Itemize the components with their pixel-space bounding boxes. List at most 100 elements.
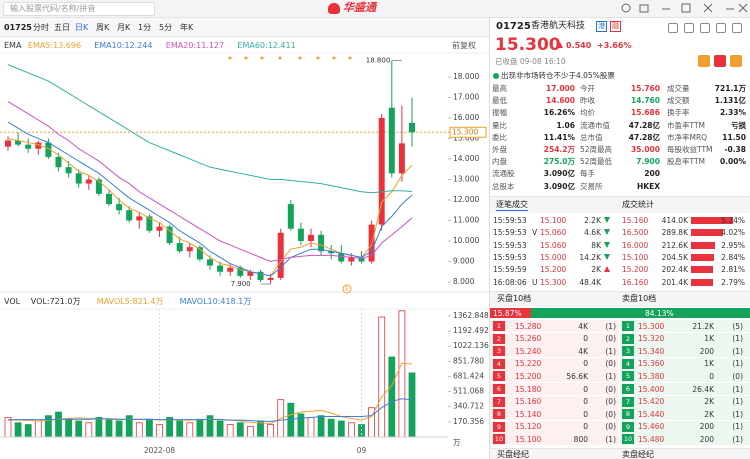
ask-row	[620, 320, 750, 332]
stat-label: 委比	[492, 132, 507, 142]
bid-count: (0)	[605, 334, 616, 344]
ask-row	[620, 370, 750, 383]
y-tick-label: 15.000	[453, 133, 479, 142]
stat-value: 15.760	[631, 84, 660, 93]
ask-price: 15.440	[638, 409, 665, 419]
y-tick-label: 8.000	[453, 277, 475, 286]
y-tick-label: 16.000	[453, 113, 479, 122]
bid-price: 15.240	[515, 346, 542, 356]
stat-label: 成交额	[667, 96, 690, 106]
mavol-line	[8, 362, 413, 425]
volume-bar	[45, 415, 52, 438]
candle-body	[328, 251, 335, 254]
change-pct: +3.66%	[597, 41, 632, 50]
stat-value: 47.28亿	[628, 120, 660, 130]
stat-label: 市盈率TTM	[667, 120, 706, 130]
last-price-box	[449, 126, 487, 138]
stat-value: 275.0万	[543, 157, 575, 167]
stat-label: 内盘	[492, 157, 507, 167]
bid-volume: 4K	[578, 346, 588, 356]
stat-label: 最高	[492, 84, 507, 93]
bid-volume: 0	[583, 334, 588, 344]
ema-legend: EMA60:12.411	[237, 41, 296, 50]
bid-level: 9	[493, 421, 505, 432]
stats-tab: 成交统计	[622, 200, 654, 209]
toolbar-tab: 周K	[96, 23, 110, 32]
trade-price: 15.100	[540, 216, 567, 225]
notice: 出现非市场转仓不少于4.05%股票	[501, 71, 615, 80]
vol-legend: VOL:721.0万	[30, 297, 81, 306]
search-box[interactable]	[3, 2, 155, 16]
header-icon	[732, 23, 742, 33]
volume-bar	[317, 415, 325, 438]
section-bar	[490, 196, 750, 213]
candle-body	[35, 142, 42, 149]
candle-body	[136, 216, 143, 221]
bid-count: (0)	[605, 422, 616, 432]
adjust-mode[interactable]: 前复权	[452, 41, 476, 50]
bid-volume: 0	[583, 409, 588, 419]
y-tick-label: 14.000	[453, 154, 479, 163]
ask-volume: 26.4K	[692, 384, 714, 394]
bid-volume: 0	[583, 422, 588, 432]
ask-count: (1)	[732, 434, 743, 444]
stat-value: 1.131亿	[714, 96, 746, 106]
volume-bar	[347, 422, 355, 438]
ask-level: 4	[622, 358, 634, 369]
candle-body	[116, 204, 123, 211]
bid-price: 15.140	[515, 409, 542, 419]
candle-body	[106, 193, 112, 205]
toolbar-tab: 日K	[75, 23, 89, 32]
stat-bar	[691, 266, 714, 274]
trade-price: 15.300	[540, 277, 567, 287]
bid-level: 7	[493, 396, 505, 407]
logo-icon	[328, 3, 340, 14]
volume-bar	[246, 425, 254, 438]
toolbar-tab: 5分	[159, 23, 173, 32]
volume-bar	[236, 422, 244, 438]
trade-flag: V	[532, 228, 538, 238]
event-dot	[260, 56, 264, 60]
candle-body	[156, 226, 163, 231]
trade-time: 15:59:53	[493, 252, 527, 262]
ask-volume: 200	[699, 346, 714, 356]
ask-row	[620, 332, 750, 345]
volume-bar	[267, 424, 275, 438]
toolbar-tab: 月K	[117, 23, 131, 32]
stat-label: 最低	[492, 96, 507, 106]
stat-value: 1.06	[556, 120, 575, 130]
stat-price: 16.500	[622, 228, 649, 238]
ask-ratio-label: 84.13%	[645, 308, 674, 318]
bid-price: 15.260	[515, 334, 542, 344]
ask-volume: 1K	[704, 334, 714, 344]
ask-price: 15.420	[638, 397, 665, 407]
bid-count: (1)	[605, 371, 616, 381]
stat-label: 换手率	[667, 108, 690, 118]
ask-volume: 21.2K	[692, 321, 714, 331]
stat-pct: 2.79%	[721, 277, 745, 287]
toolbar-tab: 分时	[33, 23, 49, 32]
ema-legend: EMA20:11.127	[165, 41, 225, 50]
search-placeholder: 输入股票代码/名称/拼音	[10, 4, 96, 13]
ema-line	[7, 64, 413, 194]
bid-price: 15.280	[515, 321, 542, 331]
top-bar	[0, 0, 750, 18]
stat-label: 振幅	[492, 108, 507, 118]
candle-body	[5, 140, 11, 147]
stat-label: 昨收	[580, 96, 595, 106]
volume-bar	[287, 402, 295, 438]
candle-body	[25, 144, 32, 149]
ask-level: 9	[622, 421, 634, 432]
toolbar	[0, 18, 489, 37]
bid-count: (0)	[605, 384, 616, 394]
bid-level: 5	[493, 371, 505, 382]
stat-value: 14.600	[546, 96, 575, 106]
candle-body	[55, 156, 62, 168]
candle-body	[15, 140, 22, 145]
bid-count: (1)	[605, 321, 616, 331]
stat-label: 总市值	[580, 132, 603, 142]
volume-bar	[166, 417, 174, 438]
ask-level: 3	[622, 346, 634, 357]
volume-bar	[186, 422, 194, 438]
ask-price: 15.480	[638, 434, 665, 444]
